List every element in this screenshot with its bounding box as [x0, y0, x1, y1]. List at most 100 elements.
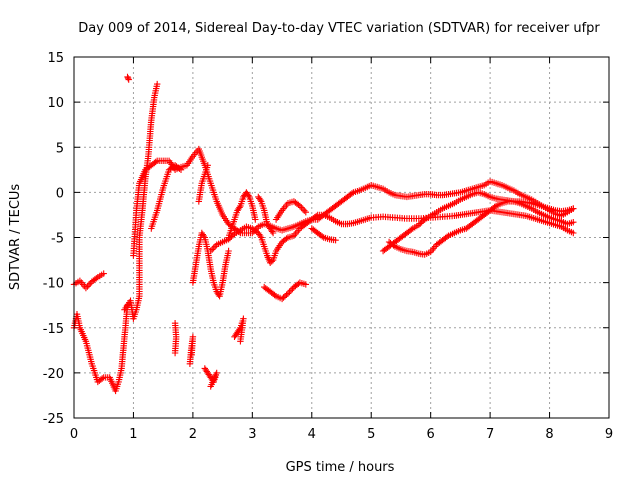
plot-frame — [73, 56, 610, 419]
data-point — [570, 205, 577, 212]
data-point — [207, 247, 214, 255]
data-point — [99, 375, 106, 382]
data-point — [280, 294, 287, 301]
series-track-a — [70, 270, 107, 292]
data-point — [204, 162, 211, 169]
series-track-r — [186, 333, 197, 367]
data-point — [93, 275, 100, 282]
data-point — [154, 80, 161, 88]
data-point — [225, 247, 232, 255]
series-track-f — [148, 162, 185, 232]
data-point — [152, 158, 159, 166]
x-tick-label: 2 — [189, 427, 197, 442]
x-tick-label: 6 — [427, 427, 435, 442]
data-point — [200, 232, 207, 240]
data-point — [124, 75, 132, 82]
data-point — [302, 209, 309, 216]
data-point — [252, 216, 259, 223]
data-point — [125, 76, 132, 83]
data-point — [313, 212, 320, 220]
y-tick-label: 5 — [56, 141, 64, 156]
data-point — [286, 288, 293, 296]
data-point — [278, 295, 286, 303]
series-track-p — [261, 279, 309, 303]
data-point — [268, 228, 276, 235]
y-tick-label: -5 — [51, 232, 64, 247]
data-point — [171, 349, 179, 357]
data-point — [491, 203, 498, 211]
data-point — [415, 221, 422, 229]
series-track-s — [201, 365, 220, 390]
data-point — [299, 205, 307, 213]
data-point — [443, 233, 451, 240]
data-point — [82, 284, 90, 292]
data-point — [209, 246, 216, 253]
y-axis-label: SDTVAR / TECUs — [8, 184, 23, 291]
data-point — [269, 229, 277, 237]
axis-ticks: 0 1 2 3 4 5 6 7 8 9 15 10 5 0 -5 -10 -15 -20 -25 — [43, 51, 613, 442]
data-point — [124, 73, 131, 81]
data-point — [283, 235, 290, 242]
x-tick-label: 9 — [605, 427, 613, 442]
y-tick-label: -20 — [43, 367, 64, 382]
x-tick-label: 4 — [308, 427, 316, 442]
data-point — [570, 229, 577, 237]
data-point — [281, 293, 289, 300]
y-tick-label: 10 — [47, 96, 64, 111]
x-tick-label: 7 — [486, 427, 494, 442]
series-track-m — [308, 225, 339, 244]
data-point — [283, 291, 290, 298]
data-point — [570, 219, 577, 226]
x-axis-label: GPS time / hours — [286, 460, 395, 475]
data-point — [295, 201, 302, 208]
data-point — [287, 287, 295, 294]
series-track-l — [272, 198, 309, 223]
data-point — [237, 338, 244, 345]
data-point — [268, 258, 275, 265]
data-point — [295, 280, 302, 287]
x-tick-label: 1 — [129, 427, 137, 442]
data-point — [100, 270, 107, 277]
data-point — [236, 204, 243, 211]
series-track-b — [70, 302, 131, 395]
data-point — [207, 383, 214, 390]
data-point — [332, 237, 339, 244]
series-track-g — [189, 229, 232, 300]
data-point — [188, 351, 195, 358]
data-point — [177, 166, 185, 173]
series-track-q — [171, 320, 180, 357]
chart-title: Day 009 of 2014, Sidereal Day-to-day VTE… — [78, 21, 600, 36]
data-point — [257, 232, 264, 240]
y-tick-label: -25 — [43, 412, 64, 427]
data-point — [271, 291, 278, 299]
series-track-j — [225, 189, 259, 241]
data-point — [348, 190, 356, 197]
data-point — [245, 192, 252, 199]
series-track-d — [121, 80, 161, 322]
x-tick-label: 0 — [70, 427, 78, 442]
x-tick-label: 5 — [367, 427, 375, 442]
data-point — [176, 165, 183, 172]
data-point — [420, 217, 427, 224]
series-track-h — [195, 162, 211, 205]
data-point — [319, 233, 326, 240]
x-tick-label: 8 — [545, 427, 553, 442]
data-point — [257, 196, 264, 204]
data-points — [70, 73, 577, 395]
series-track-o — [385, 198, 577, 258]
data-point — [390, 242, 397, 249]
data-point — [417, 220, 424, 227]
x-tick-label: 3 — [248, 427, 256, 442]
data-point — [85, 281, 93, 289]
data-point — [418, 219, 425, 226]
y-tick-label: -15 — [43, 322, 64, 337]
series-track-k — [255, 193, 277, 237]
y-tick-label: 15 — [47, 51, 64, 66]
data-point — [408, 226, 415, 233]
series-track-t — [231, 315, 247, 345]
y-tick-label: -10 — [43, 277, 64, 292]
data-point — [301, 207, 308, 214]
data-point — [210, 244, 217, 252]
series-track-c — [124, 73, 132, 83]
